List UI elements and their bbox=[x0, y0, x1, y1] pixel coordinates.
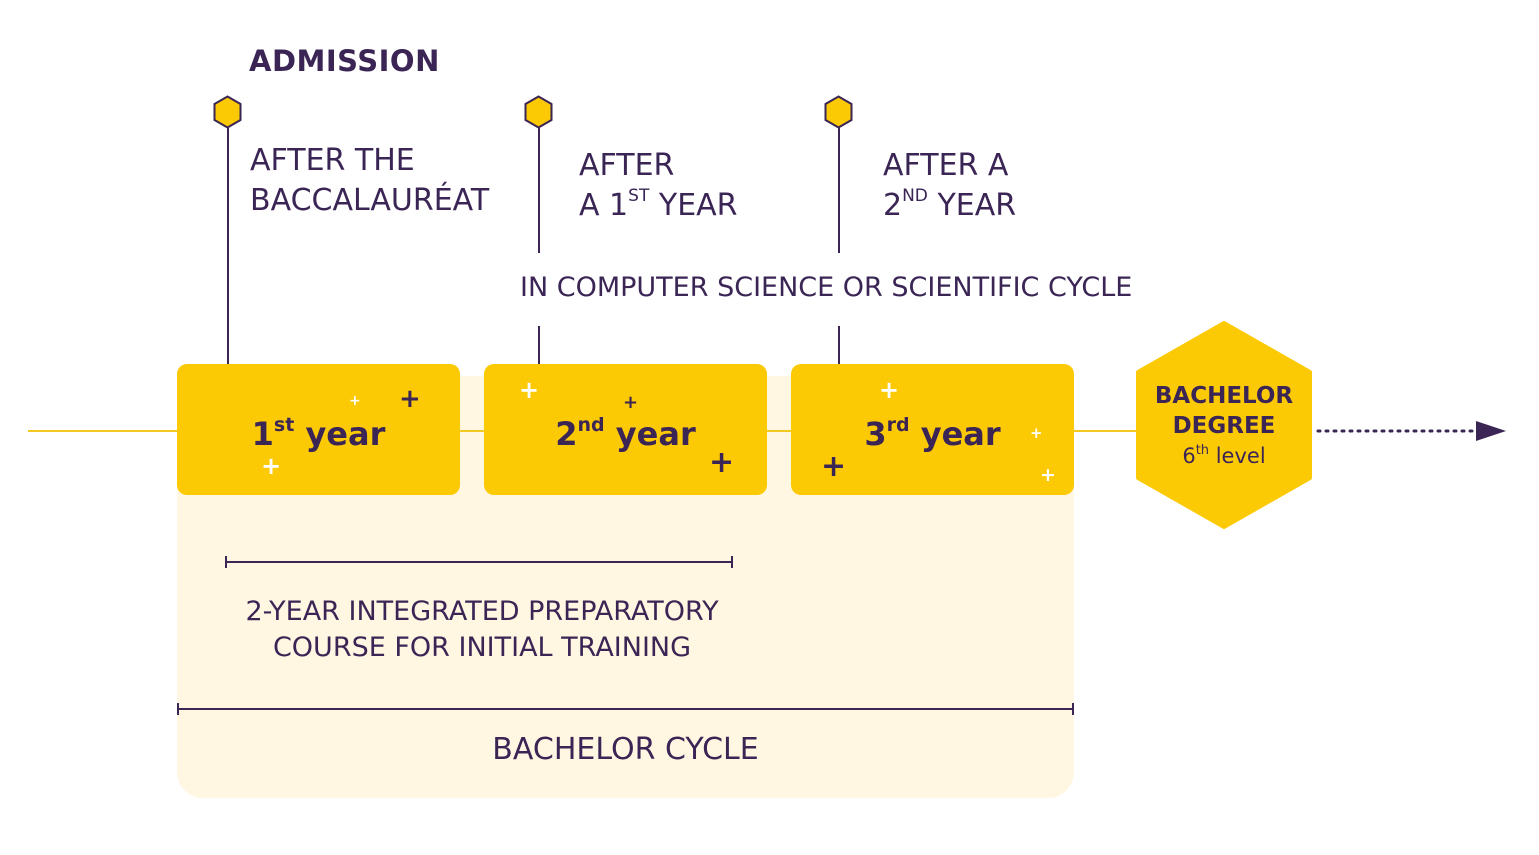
degree-title-line1: BACHELOR bbox=[1154, 383, 1294, 409]
admission-marker-3 bbox=[824, 95, 853, 129]
preparatory-course-label: 2-YEAR INTEGRATED PREPARATORY COURSE FOR… bbox=[226, 594, 738, 666]
degree-hexagon bbox=[1136, 321, 1312, 529]
sparkle-icon: + bbox=[709, 445, 735, 480]
year-label-2: 2nd year bbox=[555, 414, 696, 453]
year-box-3: 3rd year + + + + bbox=[791, 364, 1074, 495]
sparkle-icon: + bbox=[1030, 424, 1043, 442]
degree-level: 6th level bbox=[1182, 443, 1266, 468]
admission-marker-1 bbox=[213, 95, 242, 129]
admission-marker-2 bbox=[524, 95, 553, 129]
connector-line-2-bottom bbox=[538, 326, 540, 364]
sparkle-icon: + bbox=[1040, 464, 1056, 486]
preparatory-bracket-start bbox=[225, 556, 227, 568]
preparatory-bracket bbox=[226, 561, 733, 563]
sparkle-icon: + bbox=[399, 384, 421, 414]
admission-entry-1-line2: BACCALAURÉAT bbox=[250, 183, 490, 218]
preparatory-line2: COURSE FOR INITIAL TRAINING bbox=[272, 632, 692, 663]
admission-entry-2: AFTER A 1ST YEAR bbox=[579, 146, 738, 226]
degree-label: BACHELOR DEGREE 6th level bbox=[1134, 381, 1314, 471]
degree-title-line2: DEGREE bbox=[1172, 413, 1276, 439]
connector-line-2-top bbox=[538, 128, 540, 253]
connector-line-3-top bbox=[838, 128, 840, 253]
admission-scope-text: IN COMPUTER SCIENCE OR SCIENTIFIC CYCLE bbox=[520, 272, 1133, 303]
bachelor-cycle-bracket-end bbox=[1072, 703, 1074, 715]
admission-title: ADMISSION bbox=[249, 44, 440, 78]
admission-entry-3: AFTER A 2ND YEAR bbox=[883, 146, 1016, 226]
year-box-2: 2nd year + + + bbox=[484, 364, 767, 495]
admission-entry-1: AFTER THE BACCALAURÉAT bbox=[250, 141, 489, 221]
connector-line-1 bbox=[227, 128, 229, 364]
preparatory-line1: 2-YEAR INTEGRATED PREPARATORY bbox=[245, 596, 719, 627]
year-box-1: 1st year + + + bbox=[177, 364, 460, 495]
admission-entry-2-line1: AFTER bbox=[579, 148, 675, 183]
admission-entry-3-line1: AFTER A bbox=[883, 148, 1009, 183]
sparkle-icon: + bbox=[821, 449, 847, 484]
continuation-arrow-icon bbox=[1316, 421, 1506, 441]
preparatory-bracket-end bbox=[731, 556, 733, 568]
year-label-1: 1st year bbox=[251, 414, 386, 453]
bachelor-cycle-bracket bbox=[178, 708, 1074, 710]
admission-entry-2-line2: A 1ST YEAR bbox=[579, 186, 738, 224]
bachelor-cycle-bracket-start bbox=[177, 703, 179, 715]
year-label-3: 3rd year bbox=[864, 414, 1001, 453]
sparkle-icon: + bbox=[879, 376, 900, 404]
admission-entry-3-line2: 2ND YEAR bbox=[883, 186, 1017, 224]
sparkle-icon: + bbox=[261, 452, 282, 480]
sparkle-icon: + bbox=[623, 392, 639, 413]
connector-line-3-bottom bbox=[838, 326, 840, 364]
bachelor-cycle-label: BACHELOR CYCLE bbox=[492, 732, 759, 767]
admission-entry-1-line1: AFTER THE bbox=[250, 143, 415, 178]
sparkle-icon: + bbox=[349, 393, 361, 409]
sparkle-icon: + bbox=[519, 376, 540, 404]
